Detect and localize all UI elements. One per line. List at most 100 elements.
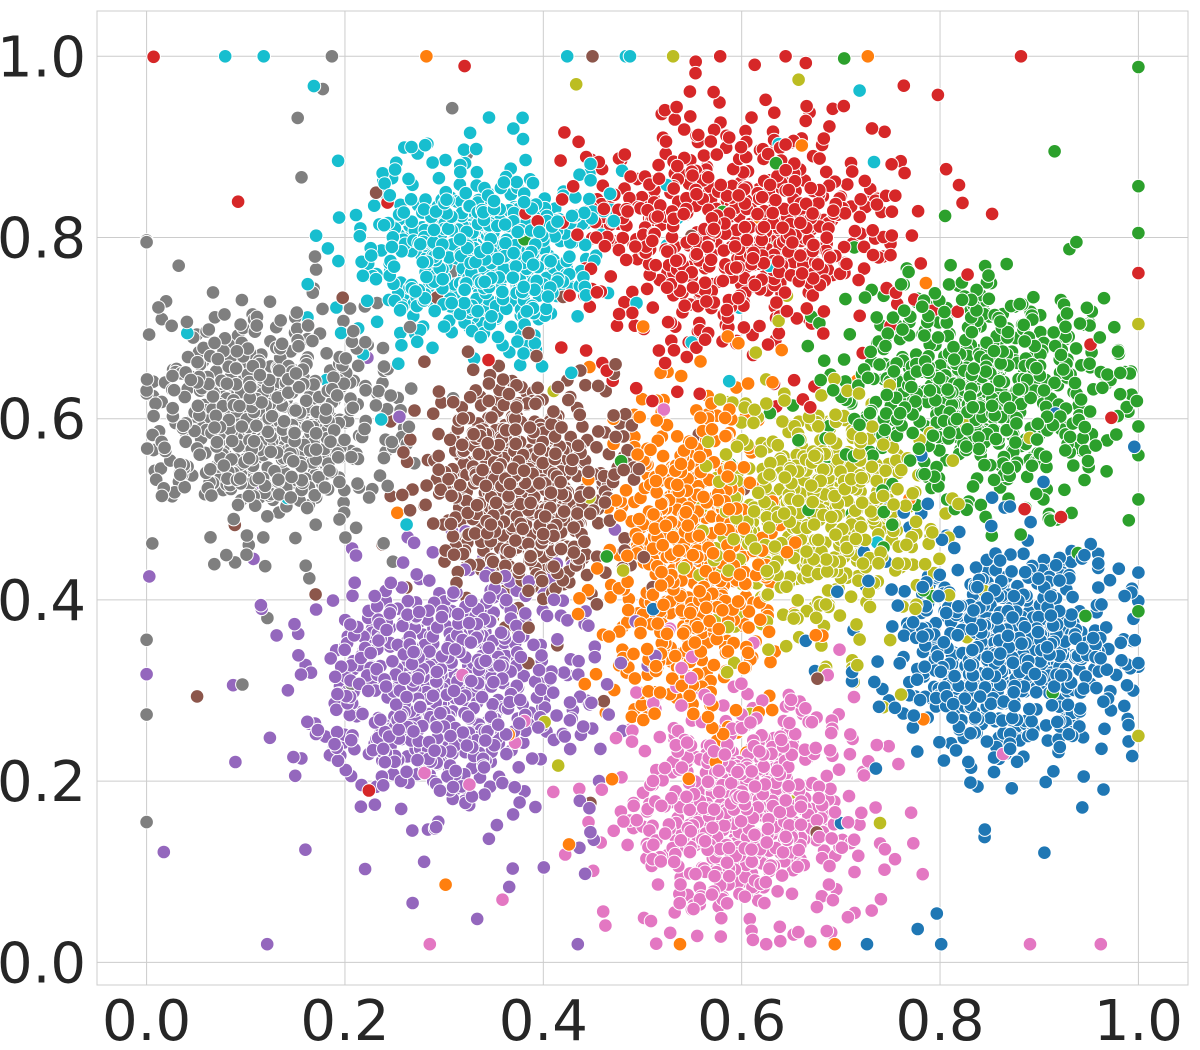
scatter-point <box>1131 728 1146 744</box>
scatter-point <box>456 142 472 157</box>
scatter-point <box>571 653 586 669</box>
scatter-point <box>352 228 368 244</box>
scatter-point <box>645 300 661 315</box>
scatter-point <box>851 272 866 288</box>
scatter-point <box>350 476 365 491</box>
scatter-point <box>617 147 633 162</box>
scatter-point <box>1016 546 1031 562</box>
scatter-point <box>740 376 756 391</box>
scatter-point <box>1013 49 1029 64</box>
scatter-point <box>819 923 835 939</box>
scatter-point <box>1119 678 1135 693</box>
scatter-point <box>581 618 596 634</box>
scatter-point <box>816 131 832 146</box>
scatter-point <box>570 606 586 622</box>
scatter-point <box>1064 607 1079 622</box>
scatter-point <box>578 343 594 358</box>
scatter-point <box>877 422 893 438</box>
scatter-point <box>402 503 418 518</box>
scatter-point <box>396 445 411 460</box>
scatter-point <box>205 285 221 300</box>
scatter-point <box>409 567 425 582</box>
scatter-point <box>655 448 671 464</box>
scatter-point <box>336 313 351 329</box>
scatter-point <box>1099 464 1114 479</box>
scatter-point <box>951 177 967 193</box>
scatter-point <box>308 262 324 277</box>
scatter-point <box>658 134 674 149</box>
scatter-point <box>477 787 492 802</box>
scatter-point <box>936 635 952 650</box>
scatter-point <box>846 689 862 705</box>
scatter-point <box>228 754 243 770</box>
scatter-point <box>713 929 729 944</box>
scatter-point <box>897 584 912 599</box>
scatter-point <box>469 164 485 180</box>
scatter-point <box>319 346 334 361</box>
scatter-point <box>721 373 737 389</box>
scatter-point <box>405 895 420 911</box>
scatter-point <box>674 660 689 676</box>
scatter-point <box>368 271 384 287</box>
scatter-point <box>511 760 527 775</box>
scatter-point <box>670 158 685 174</box>
scatter-point <box>425 516 441 531</box>
scatter-point <box>562 741 578 757</box>
scatter-point <box>556 665 572 680</box>
scatter-point <box>329 724 345 740</box>
scatter-point <box>217 307 232 322</box>
scatter-point <box>1110 344 1126 359</box>
scatter-point <box>235 677 250 692</box>
scatter-point <box>1037 845 1052 861</box>
scatter-point <box>139 814 154 830</box>
scatter-point <box>950 627 966 643</box>
scatter-point <box>884 582 899 597</box>
scatter-point <box>626 798 642 814</box>
scatter-point <box>628 380 644 396</box>
scatter-point <box>1059 306 1075 321</box>
scatter-point <box>910 203 926 219</box>
scatter-point <box>287 768 303 784</box>
scatter-point <box>869 197 885 212</box>
scatter-point <box>775 414 790 429</box>
scatter-point <box>418 497 433 513</box>
scatter-point <box>499 746 514 762</box>
scatter-point <box>361 783 377 798</box>
scatter-point <box>896 628 912 644</box>
scatter-point <box>930 87 946 103</box>
scatter-point <box>533 682 549 698</box>
scatter-point <box>331 210 347 225</box>
scatter-point <box>683 109 698 124</box>
scatter-point <box>1127 632 1143 648</box>
scatter-point <box>427 303 443 319</box>
scatter-point <box>201 322 217 337</box>
scatter-point <box>981 291 997 307</box>
scatter-point <box>1107 319 1122 335</box>
scatter-point <box>568 77 584 92</box>
scatter-point <box>868 800 883 815</box>
scatter-point <box>864 419 880 434</box>
scatter-point <box>697 275 713 291</box>
scatter-point <box>290 110 306 126</box>
scatter-point <box>260 509 275 524</box>
scatter-point <box>601 707 617 722</box>
scatter-point <box>777 393 792 408</box>
scatter-point <box>139 632 154 648</box>
scatter-point <box>937 208 953 224</box>
scatter-point <box>869 737 885 753</box>
scatter-point <box>416 854 432 870</box>
scatter-point <box>977 822 993 837</box>
scatter-point <box>945 453 961 469</box>
scatter-point <box>910 921 926 937</box>
scatter-point <box>299 500 315 516</box>
scatter-point <box>425 155 440 170</box>
scatter-point <box>436 319 452 334</box>
scatter-point <box>854 805 869 821</box>
scatter-point <box>843 727 858 742</box>
scatter-point <box>871 699 887 715</box>
scatter-point <box>1072 316 1088 331</box>
scatter-point <box>622 49 638 64</box>
scatter-point <box>431 448 447 464</box>
scatter-point <box>308 602 324 617</box>
scatter-point <box>849 617 864 632</box>
